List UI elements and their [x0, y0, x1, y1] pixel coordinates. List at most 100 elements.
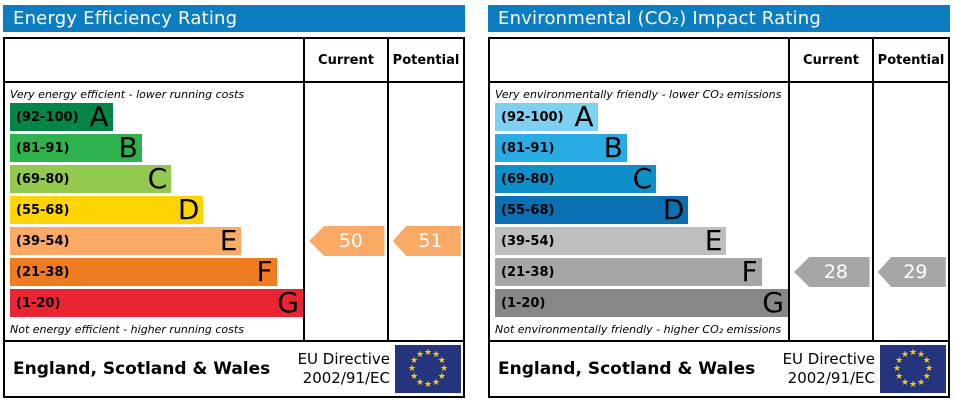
band-letter: C: [632, 162, 653, 195]
potential-rating-arrow: 51: [392, 226, 461, 256]
top-caption: Very environmentally friendly - lower CO…: [495, 87, 782, 101]
eu-flag-star: ★: [908, 348, 918, 358]
chart-body: Very energy efficient - lower running co…: [5, 81, 463, 340]
band-a: (92-100) A: [10, 103, 113, 131]
band-scale: Very environmentally friendly - lower CO…: [490, 83, 788, 340]
eu-flag-star: ★: [900, 377, 910, 388]
eu-flag-star: ★: [892, 364, 902, 374]
band-range: (21-38): [16, 264, 70, 280]
energy-efficiency-panel: Energy Efficiency Rating Current Potenti…: [3, 5, 465, 398]
chart-body: Very environmentally friendly - lower CO…: [490, 81, 948, 340]
eu-flag-star: ★: [431, 377, 441, 388]
region-label: England, Scotland & Wales: [13, 359, 271, 379]
band-scale: Very energy efficient - lower running co…: [5, 83, 303, 340]
band-letter: D: [662, 193, 685, 226]
eu-directive-line2: 2002/91/EC: [787, 369, 875, 387]
eu-flag-star: ★: [895, 356, 904, 366]
bottom-caption: Not environmentally friendly - higher CO…: [495, 322, 782, 336]
header-spacer: [490, 39, 788, 81]
current-rating-arrow: 50: [309, 226, 385, 256]
band-g: (1-20) G: [495, 289, 788, 317]
band-letter: B: [603, 131, 623, 164]
band-letter: B: [118, 131, 138, 164]
band-range: (69-80): [501, 171, 555, 187]
band-range: (81-91): [16, 140, 70, 156]
band-f: (21-38) F: [10, 258, 277, 286]
eu-flag-star: ★: [437, 356, 446, 366]
band-letter: A: [574, 100, 594, 133]
band-letter: A: [89, 100, 109, 133]
eu-flag-star: ★: [410, 372, 419, 382]
rating-table: Current Potential Very energy efficient …: [3, 37, 465, 398]
band-letter: E: [704, 224, 723, 257]
eu-flag-star: ★: [431, 350, 441, 361]
band-c: (69-80) C: [10, 162, 172, 195]
band-letter: C: [147, 162, 168, 195]
eu-flag-star: ★: [423, 380, 433, 390]
column-header-current: Current: [303, 39, 387, 81]
band-letter: G: [277, 286, 299, 319]
eu-flag-star: ★: [916, 350, 926, 361]
eu-flag-star: ★: [924, 364, 934, 374]
bottom-caption: Not energy efficient - higher running co…: [10, 322, 244, 336]
panel-title: Environmental (CO₂) Impact Rating: [488, 5, 950, 32]
column-header-current: Current: [788, 39, 872, 81]
band-range: (21-38): [501, 264, 555, 280]
eu-flag-star: ★: [439, 364, 449, 374]
eu-flag-star: ★: [410, 356, 419, 366]
environmental-impact-panel: Environmental (CO₂) Impact Rating Curren…: [488, 5, 950, 398]
eu-flag-star: ★: [916, 377, 926, 388]
current-column: 28: [788, 83, 872, 340]
band-range: (69-80): [16, 171, 70, 187]
band-range: (1-20): [501, 295, 546, 311]
band-a: (92-100) A: [495, 103, 598, 131]
band-letter: G: [762, 286, 784, 319]
table-header-row: Current Potential: [490, 39, 948, 81]
eu-flag-star: ★: [922, 356, 931, 366]
current-column: 50: [303, 83, 387, 340]
eu-directive-line1: EU Directive: [782, 350, 875, 369]
eu-flag-star: ★: [415, 350, 425, 361]
rating-table: Current Potential Very environmentally f…: [488, 37, 950, 398]
eu-flag-star: ★: [423, 348, 433, 358]
region-label: England, Scotland & Wales: [498, 359, 756, 379]
band-range: (92-100): [16, 109, 79, 125]
band-range: (39-54): [16, 233, 70, 249]
band-range: (1-20): [16, 295, 61, 311]
band-range: (55-68): [501, 202, 555, 218]
table-header-row: Current Potential: [5, 39, 463, 81]
eu-flag-star: ★: [407, 364, 417, 374]
eu-flag-star: ★: [922, 372, 931, 382]
eu-directive-label: EU Directive 2002/91/EC: [783, 350, 880, 388]
table-footer: England, Scotland & Wales EU Directive 2…: [490, 340, 948, 396]
eu-flag-star: ★: [415, 377, 425, 388]
band-range: (55-68): [16, 202, 70, 218]
band-letter: D: [177, 193, 200, 226]
band-range: (92-100): [501, 109, 564, 125]
column-header-potential: Potential: [872, 39, 948, 81]
current-rating-arrow: 28: [794, 257, 870, 287]
band-b: (81-91) B: [495, 134, 627, 162]
band-letter: F: [256, 255, 273, 288]
band-range: (81-91): [501, 140, 555, 156]
band-e: (39-54) E: [10, 224, 242, 257]
header-spacer: [5, 39, 303, 81]
band-letter: E: [219, 224, 238, 257]
band-b: (81-91) B: [10, 134, 142, 162]
eu-directive-label: EU Directive 2002/91/EC: [298, 350, 395, 388]
potential-column: 51: [387, 83, 463, 340]
band-f: (21-38) F: [495, 258, 762, 286]
table-footer: England, Scotland & Wales EU Directive 2…: [5, 340, 463, 396]
band-e: (39-54) E: [495, 224, 727, 257]
eu-flag-icon: ★ ★ ★ ★ ★ ★ ★ ★ ★ ★ ★ ★: [395, 345, 461, 393]
eu-flag-star: ★: [437, 372, 446, 382]
band-g: (1-20) G: [10, 289, 303, 317]
band-letter: F: [741, 255, 758, 288]
band-d: (55-68) D: [495, 193, 689, 226]
band-d: (55-68) D: [10, 193, 204, 226]
column-header-potential: Potential: [387, 39, 463, 81]
eu-flag-star: ★: [900, 350, 910, 361]
eu-flag-star: ★: [895, 372, 904, 382]
band-range: (39-54): [501, 233, 555, 249]
